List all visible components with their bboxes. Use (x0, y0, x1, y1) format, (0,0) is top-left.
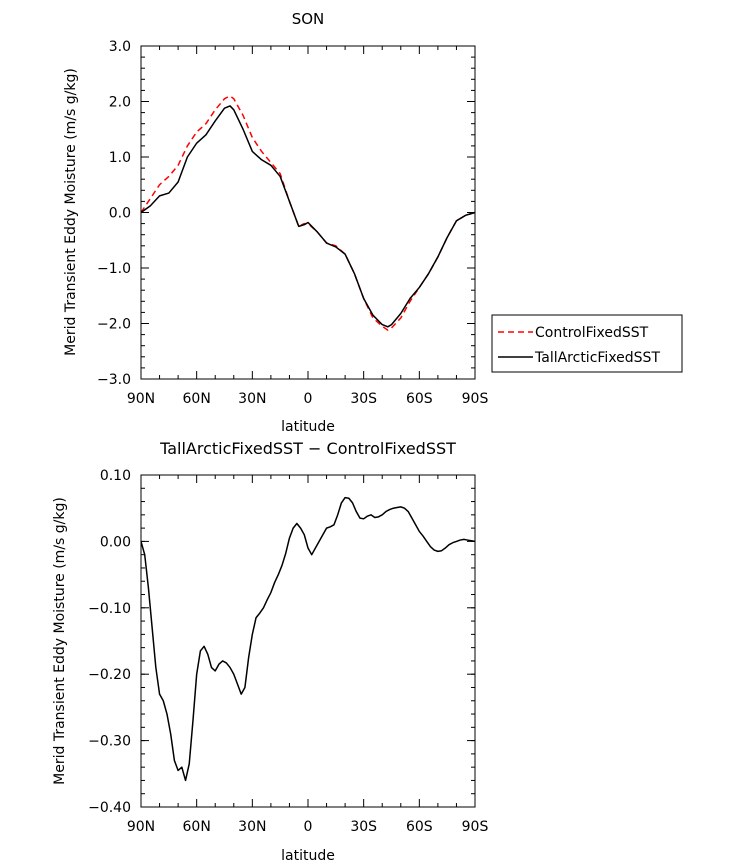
bottom-y-axis-label: Merid Transient Eddy Moisture (m/s g/kg) (52, 497, 68, 785)
top-y-tick-label: 0.0 (109, 206, 131, 222)
top-series-line-controlfixedsst (140, 95, 476, 331)
difference-plot: TallArcticFixedSST − ControlFixedSST 90N… (52, 439, 488, 864)
bottom-chart-title: TallArcticFixedSST − ControlFixedSST (159, 439, 456, 458)
top-x-tick-label: 30N (238, 391, 266, 407)
top-chart-title: SON (292, 10, 325, 28)
top-x-tick-label: 90S (462, 391, 489, 407)
control-vs-tallarctic-plot: SON 90N 60N 30N 0 30S 60S 90S 3.0 2.0 1.0 0.0 −1.0 −… (63, 10, 683, 435)
legend-label-control: ControlFixedSST (535, 325, 649, 341)
top-y-tick-label: 2.0 (109, 95, 131, 111)
top-x-tick-label: 90N (127, 391, 155, 407)
top-y-tick-label: −1.0 (97, 261, 131, 277)
bottom-x-tick-label: 0 (304, 819, 313, 835)
top-plot-frame (140, 45, 476, 380)
top-x-tick-label: 30S (350, 391, 377, 407)
bottom-y-tick-label: −0.30 (88, 734, 131, 750)
legend-label-tallarctic: TallArcticFixedSST (534, 350, 660, 366)
bottom-plot-frame (140, 474, 476, 808)
top-x-axis-label: latitude (281, 419, 335, 435)
top-y-tick-label: −2.0 (97, 317, 131, 333)
bottom-x-axis-label: latitude (281, 848, 335, 864)
bottom-x-tick-label: 60N (183, 819, 211, 835)
top-y-tick-label: 3.0 (109, 39, 131, 55)
bottom-y-tick-label: 0.10 (100, 468, 131, 484)
bottom-y-tick-label: −0.10 (88, 601, 131, 617)
top-x-tick-label: 60N (183, 391, 211, 407)
bottom-y-tick-label: −0.20 (88, 667, 131, 683)
top-y-axis-label: Merid Transient Eddy Moisture (m/s g/kg) (63, 68, 79, 356)
top-legend: ControlFixedSST TallArcticFixedSST (491, 314, 683, 373)
bottom-x-tick-label: 90N (127, 819, 155, 835)
top-x-tick-label: 0 (304, 391, 313, 407)
top-series-line-tallarcticfixedsst (140, 105, 476, 328)
bottom-y-tick-label: 0.00 (100, 534, 131, 550)
bottom-series-line-difference (140, 496, 476, 782)
legend-box (491, 314, 683, 373)
bottom-x-tick-label: 30S (350, 819, 377, 835)
top-y-tick-label: −3.0 (97, 372, 131, 388)
bottom-x-tick-label: 60S (406, 819, 433, 835)
bottom-y-tick-label: −0.40 (88, 800, 131, 816)
bottom-x-tick-label: 30N (238, 819, 266, 835)
top-y-tick-label: 1.0 (109, 150, 131, 166)
top-x-tick-label: 60S (406, 391, 433, 407)
bottom-x-tick-label: 90S (462, 819, 489, 835)
